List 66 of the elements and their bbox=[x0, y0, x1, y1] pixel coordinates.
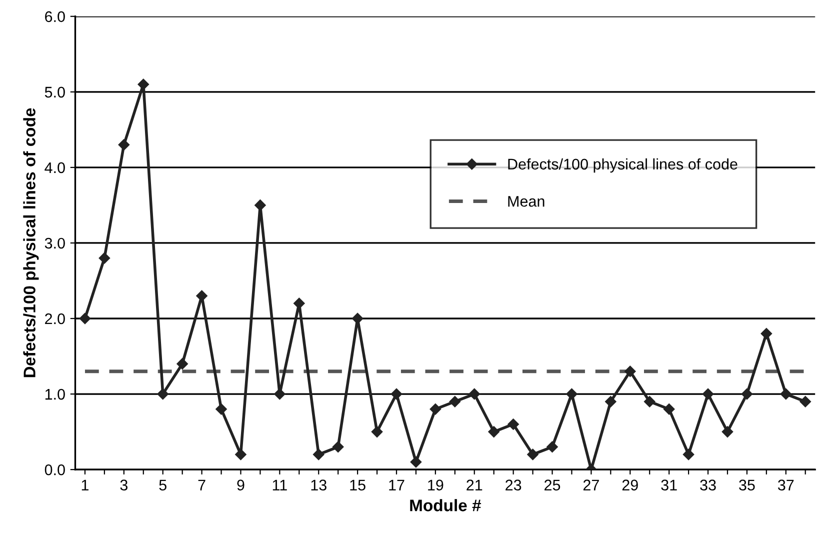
point bbox=[138, 78, 149, 90]
point bbox=[682, 448, 694, 460]
x-tick-label: 33 bbox=[700, 480, 716, 491]
point bbox=[624, 366, 636, 377]
point bbox=[98, 252, 110, 264]
point bbox=[663, 404, 675, 415]
point bbox=[196, 290, 208, 302]
x-tick-label: 35 bbox=[739, 480, 755, 491]
x-tick-label: 19 bbox=[428, 480, 444, 491]
point bbox=[118, 139, 130, 150]
point bbox=[780, 388, 792, 400]
x-axis-title: Module # bbox=[410, 499, 482, 512]
point bbox=[566, 388, 578, 400]
point bbox=[157, 388, 168, 400]
point bbox=[644, 396, 656, 408]
x-tick-label: 37 bbox=[778, 480, 794, 491]
x-tick-label: 25 bbox=[544, 480, 560, 491]
x-tick-label: 23 bbox=[506, 480, 522, 491]
x-tick-label: 27 bbox=[583, 480, 599, 490]
point bbox=[722, 426, 734, 438]
point bbox=[313, 448, 324, 460]
y-tick-label: 2.0 bbox=[45, 313, 65, 324]
point bbox=[527, 448, 538, 460]
x-tick-label: 17 bbox=[389, 480, 404, 490]
legend-label: Mean bbox=[508, 196, 544, 207]
y-tick-label: 1.0 bbox=[45, 388, 65, 400]
x-tick-label: 11 bbox=[272, 480, 287, 490]
y-tick-label: 6.0 bbox=[45, 11, 65, 22]
y-tick-label: 3.0 bbox=[44, 238, 65, 249]
point bbox=[371, 426, 383, 438]
y-axis-title: Defects/100 physical lines of code bbox=[23, 108, 39, 378]
point bbox=[760, 328, 772, 340]
y-tick-label: 0.0 bbox=[44, 464, 65, 476]
point bbox=[274, 388, 286, 400]
point bbox=[702, 388, 714, 400]
point bbox=[468, 388, 480, 400]
legend-label: Defects/100 physical lines of code bbox=[508, 158, 738, 173]
point bbox=[741, 388, 753, 400]
x-tick-label: 5 bbox=[159, 480, 166, 491]
point bbox=[390, 388, 402, 400]
x-tick-label: 29 bbox=[622, 480, 638, 491]
x-tick-label: 21 bbox=[466, 480, 482, 490]
point bbox=[235, 448, 246, 460]
y-tick-label: 4.0 bbox=[44, 162, 65, 174]
point bbox=[79, 312, 91, 324]
point bbox=[294, 298, 305, 309]
x-tick-label: 3 bbox=[120, 480, 128, 491]
x-tick-label: 7 bbox=[198, 480, 206, 490]
x-tick-label: 9 bbox=[237, 480, 244, 491]
point bbox=[430, 404, 442, 415]
y-tick-label: 5.0 bbox=[44, 86, 65, 98]
x-tick-label: 15 bbox=[350, 480, 366, 491]
x-tick-label: 31 bbox=[661, 480, 677, 491]
point bbox=[254, 200, 266, 211]
point bbox=[410, 456, 422, 468]
x-tick-label: 13 bbox=[311, 480, 326, 491]
point bbox=[546, 441, 558, 453]
point bbox=[332, 441, 344, 453]
point bbox=[488, 426, 500, 438]
point bbox=[800, 396, 811, 408]
x-tick-label: 1 bbox=[82, 480, 88, 490]
point bbox=[508, 418, 519, 430]
point bbox=[216, 404, 227, 415]
point bbox=[605, 396, 616, 408]
point bbox=[176, 358, 188, 370]
point bbox=[449, 396, 461, 408]
